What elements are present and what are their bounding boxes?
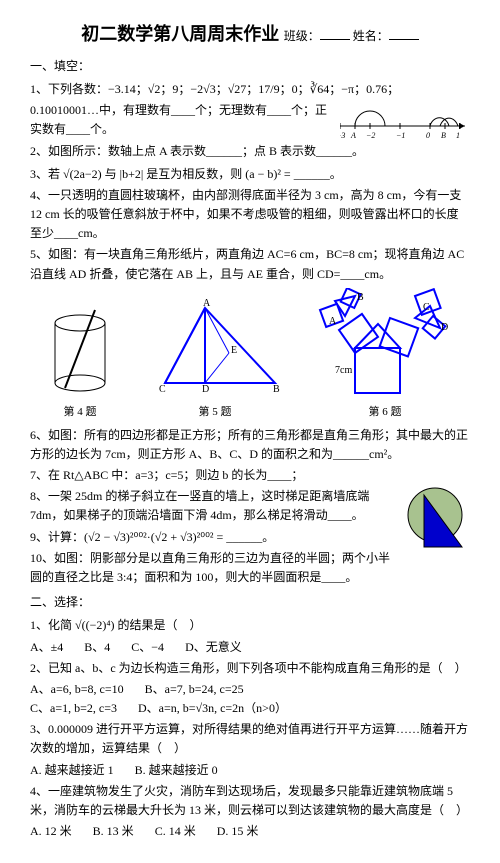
fig6-caption: 第 6 题 [315, 404, 455, 422]
mc2-D[interactable]: D、a=n, b=√3n, c=2n（n>0） [138, 701, 287, 715]
q6: 6、如图：所有的四边形都是正方形；所有的三角形都是直角三角形；其中最大的正方形的… [30, 426, 470, 464]
q9: 9、计算：(√2 − √3)²⁰⁰²·(√2 + √3)²⁰⁰² = _____… [30, 528, 470, 547]
q8: 8、一架 25dm 的梯子斜立在一竖直的墙上，这时梯足距离墙底端 7dm，如果梯… [30, 487, 470, 525]
svg-text:A: A [203, 298, 211, 309]
svg-text:B: B [273, 384, 280, 395]
mc1: 1、化简 √((−2)⁴) 的结果是（ ） [30, 616, 470, 635]
mc4-A[interactable]: A. 12 米 [30, 824, 72, 838]
section2-heading: 二、选择： [30, 593, 470, 612]
fig6-squares: A B C D 7cm [315, 288, 455, 398]
mc4: 4、一座建筑物发生了火灾，消防车到达现场后，发现最多只能靠近建筑物底端 5 米，… [30, 782, 470, 820]
mc2-B[interactable]: B、a=7, b=24, c=25 [145, 682, 244, 696]
fig4-cylinder [45, 308, 115, 398]
svg-text:D: D [202, 384, 209, 395]
section1-heading: 一、填空： [30, 57, 470, 76]
mc1-C[interactable]: C、−4 [131, 640, 164, 654]
name-blank[interactable] [389, 25, 419, 40]
page-title: 初二数学第八周周末作业 [81, 24, 279, 44]
q10: 10、如图：阴影部分是以直角三角形的三边为直径的半圆；两个小半圆的直径之比是 3… [30, 549, 470, 587]
mc3: 3、0.000009 进行开平方运算，对所得结果的绝对值再进行开平方运算……随着… [30, 720, 470, 758]
mc2-C[interactable]: C、a=1, b=2, c=3 [30, 701, 117, 715]
mc4-C[interactable]: C. 14 米 [155, 824, 196, 838]
svg-text:C: C [159, 384, 166, 395]
fig5-caption: 第 5 题 [145, 404, 285, 422]
svg-text:7cm: 7cm [335, 365, 352, 376]
mc1-B[interactable]: B、4 [84, 640, 110, 654]
svg-text:B: B [357, 292, 364, 303]
svg-text:E: E [231, 345, 237, 356]
mc1-A[interactable]: A、±4 [30, 640, 63, 654]
q4: 4、一只透明的直圆柱玻璃杯，由内部测得底面半径为 3 cm，高为 8 cm，今有… [30, 186, 470, 244]
q5: 5、如图：有一块直角三角形纸片，两直角边 AC=6 cm，BC=8 cm；现将直… [30, 245, 470, 283]
mc2: 2、已知 a、b、c 为边长构造三角形，则下列各项中不能构成直角三角形的是（ ） [30, 659, 470, 678]
mc4-B[interactable]: B. 13 米 [93, 824, 134, 838]
q2: 2、如图所示：数轴上点 A 表示数______；点 B 表示数______。 [30, 142, 470, 161]
q3: 3、若 √(2a−2) 与 |b+2| 是互为相反数，则 (a − b)² = … [30, 165, 470, 184]
q1: 1、下列各数：−3.14；√2；9；−2√3；√27；17/9；0；∛64；−π… [30, 80, 470, 99]
class-label: 班级： [284, 29, 320, 43]
mc3-A[interactable]: A. 越来越接近 1 [30, 763, 114, 777]
q1b: 0.10010001…中，有理数有____个；无理数有____个；正实数有___… [30, 101, 470, 139]
svg-text:D: D [441, 322, 448, 333]
mc1-D[interactable]: D、无意义 [185, 640, 242, 654]
fig5-triangle: A C D E B [145, 298, 285, 398]
svg-text:A: A [329, 316, 337, 327]
svg-text:C: C [423, 302, 430, 313]
mc4-D[interactable]: D. 15 米 [217, 824, 259, 838]
q7: 7、在 Rt△ABC 中：a=3；c=5；则边 b 的长为____； [30, 466, 470, 485]
mc3-B[interactable]: B. 越来越接近 0 [135, 763, 218, 777]
class-blank[interactable] [320, 25, 350, 40]
name-label: 姓名： [353, 29, 389, 43]
fig4-caption: 第 4 题 [45, 404, 115, 422]
mc2-A[interactable]: A、a=6, b=8, c=10 [30, 682, 124, 696]
